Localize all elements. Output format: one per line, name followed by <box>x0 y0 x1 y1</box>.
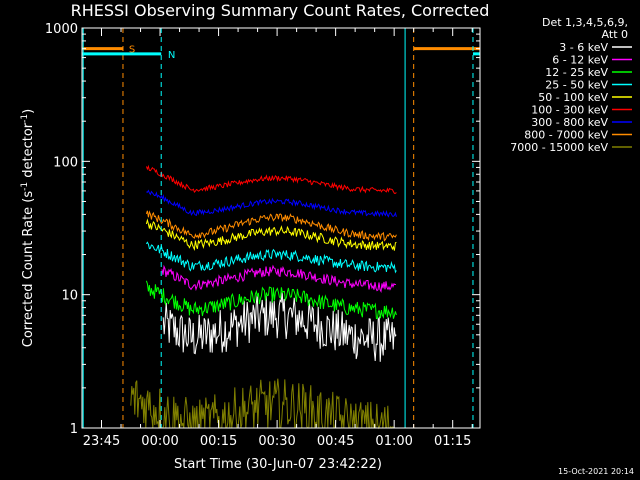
legend-label-6: 300 - 800 keV <box>531 116 608 129</box>
marker-label-N: N <box>168 50 175 61</box>
y-axis-label: Corrected Count Rate (s-1 detector-1) <box>20 109 36 347</box>
legend-label-2: 12 - 25 keV <box>545 66 608 79</box>
y-tick-label-2: 100 <box>53 155 78 170</box>
series-line-3 <box>145 241 397 274</box>
legend-label-0: 3 - 6 keV <box>559 41 608 54</box>
series-line-2 <box>145 280 397 320</box>
legend-label-4: 50 - 100 keV <box>538 91 608 104</box>
x-tick-label-3: 00:30 <box>258 434 295 449</box>
legend-header-line1: Det 1,3,4,5,6,9, <box>542 16 628 29</box>
x-tick-label-5: 01:00 <box>375 434 412 449</box>
marker-label-S: S <box>129 45 135 56</box>
series-line-8 <box>130 378 396 430</box>
y-tick-label-3: 1000 <box>45 22 78 37</box>
legend-label-1: 6 - 12 keV <box>552 54 608 67</box>
chart-title: RHESSI Observing Summary Count Rates, Co… <box>71 1 490 20</box>
x-axis-label: Start Time (30-Jun-07 23:42:22) <box>174 457 382 472</box>
legend-header-line2: Att 0 <box>602 28 628 41</box>
series-line-0 <box>162 292 397 362</box>
x-tick-label-6: 01:15 <box>434 434 471 449</box>
legend-label-3: 25 - 50 keV <box>545 79 608 92</box>
series-line-1 <box>161 264 397 293</box>
plot-frame <box>81 27 481 429</box>
series-line-7 <box>145 210 397 242</box>
legend-label-7: 800 - 7000 keV <box>524 129 608 142</box>
data-layer <box>130 164 397 430</box>
legend-label-5: 100 - 300 keV <box>531 104 608 117</box>
x-tick-label-2: 00:15 <box>200 434 237 449</box>
y-tick-label-1: 10 <box>61 289 78 304</box>
x-tick-label-0: 23:45 <box>83 434 120 449</box>
y-tick-label-0: 1 <box>70 422 78 437</box>
series-line-5 <box>145 164 397 194</box>
legend-label-8: 7000 - 15000 keV <box>510 141 608 154</box>
footer-timestamp: 15-Oct-2021 20:14 <box>558 467 634 476</box>
x-tick-label-1: 00:00 <box>141 434 178 449</box>
y-axis-label-sup1: -1 <box>20 182 30 191</box>
y-axis-label-sup2: -1 <box>20 114 30 123</box>
series-line-4 <box>145 218 397 252</box>
series-line-6 <box>146 189 397 218</box>
axis-layer: 23:45 00:00 00:15 00:30 00:45 01:00 01:15 1 10 10… <box>45 22 481 449</box>
x-tick-label-4: 00:45 <box>317 434 354 449</box>
